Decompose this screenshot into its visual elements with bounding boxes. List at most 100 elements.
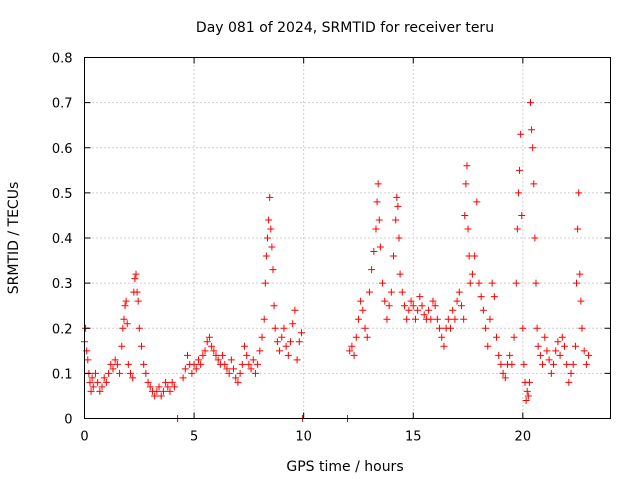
data-point: [354, 315, 362, 323]
data-point: [517, 130, 525, 138]
data-point: [466, 279, 474, 287]
data-point: [127, 369, 135, 377]
data-point: [225, 369, 233, 377]
data-point: [159, 387, 167, 395]
data-point: [109, 365, 117, 373]
data-point: [463, 162, 471, 170]
data-point: [545, 356, 553, 364]
data-point: [365, 288, 373, 296]
data-point: [179, 374, 187, 382]
data-point: [280, 324, 288, 332]
data-point: [91, 369, 99, 377]
data-point: [267, 225, 275, 233]
data-point: [264, 234, 272, 242]
data-point: [155, 383, 163, 391]
data-point: [278, 333, 286, 341]
data-point: [514, 189, 522, 197]
x-tick-label: 15: [405, 430, 422, 445]
data-point: [385, 302, 393, 310]
data-point: [188, 369, 196, 377]
data-point: [475, 279, 483, 287]
data-point: [438, 333, 446, 341]
data-point: [431, 302, 439, 310]
data-point: [563, 360, 571, 368]
data-point: [164, 383, 172, 391]
data-point: [262, 252, 270, 260]
data-point: [536, 351, 544, 359]
data-point: [393, 193, 401, 201]
data-point: [444, 315, 452, 323]
data-point: [184, 351, 192, 359]
data-point: [221, 360, 229, 368]
data-point: [243, 351, 251, 359]
data-point: [418, 302, 426, 310]
data-point: [238, 360, 246, 368]
y-tick-label: 0.6: [52, 142, 73, 157]
data-point: [576, 270, 584, 278]
data-point: [121, 302, 129, 310]
data-point: [425, 306, 433, 314]
data-point: [94, 378, 102, 386]
data-point: [390, 252, 398, 260]
data-point: [400, 302, 408, 310]
data-point: [124, 360, 132, 368]
data-point: [525, 378, 533, 386]
data-point: [245, 360, 253, 368]
data-point: [368, 266, 376, 274]
data-point: [461, 211, 469, 219]
data-point: [486, 315, 494, 323]
data-point: [129, 374, 137, 382]
grid: [84, 57, 611, 419]
data-point: [107, 360, 115, 368]
data-point: [153, 387, 161, 395]
data-point: [490, 293, 498, 301]
x-tick-label: 20: [515, 430, 532, 445]
data-point: [270, 302, 278, 310]
data-point: [84, 356, 92, 364]
data-point: [554, 338, 562, 346]
data-point: [350, 351, 358, 359]
data-point: [123, 320, 131, 328]
data-point: [508, 360, 516, 368]
data-point: [105, 369, 113, 377]
data-point: [205, 333, 213, 341]
data-point: [484, 342, 492, 350]
data-point: [236, 369, 244, 377]
data-point: [293, 356, 301, 364]
data-point: [168, 378, 176, 386]
data-point: [273, 338, 281, 346]
data-point: [234, 378, 242, 386]
data-point: [261, 279, 269, 287]
data-point: [453, 297, 461, 305]
data-point: [534, 342, 542, 350]
data-point: [482, 324, 490, 332]
data-point: [140, 360, 148, 368]
data-point: [361, 324, 369, 332]
data-point: [214, 356, 222, 364]
data-point: [398, 288, 406, 296]
data-point: [133, 288, 141, 296]
data-point: [89, 383, 97, 391]
data-point: [436, 324, 444, 332]
data-point: [528, 126, 536, 134]
data-point: [530, 180, 538, 188]
data-point: [455, 288, 463, 296]
data-point: [574, 225, 582, 233]
data-point: [462, 180, 470, 188]
data-point: [258, 333, 266, 341]
data-point: [348, 342, 356, 350]
data-point: [181, 365, 189, 373]
data-point: [556, 351, 564, 359]
y-tick-label: 0.4: [52, 232, 73, 247]
y-tick-label: 0.8: [52, 52, 73, 67]
y-axis: 0 0.1 0.2 0.3 0.4 0.5 0.6 0.7 0.8: [52, 52, 611, 428]
data-point: [282, 342, 290, 350]
data-point: [522, 396, 530, 404]
data-point: [477, 293, 485, 301]
data-point: [539, 360, 547, 368]
data-point: [287, 338, 295, 346]
data-point: [100, 374, 108, 382]
data-point: [403, 315, 411, 323]
data-point: [118, 342, 126, 350]
data-point: [440, 342, 448, 350]
